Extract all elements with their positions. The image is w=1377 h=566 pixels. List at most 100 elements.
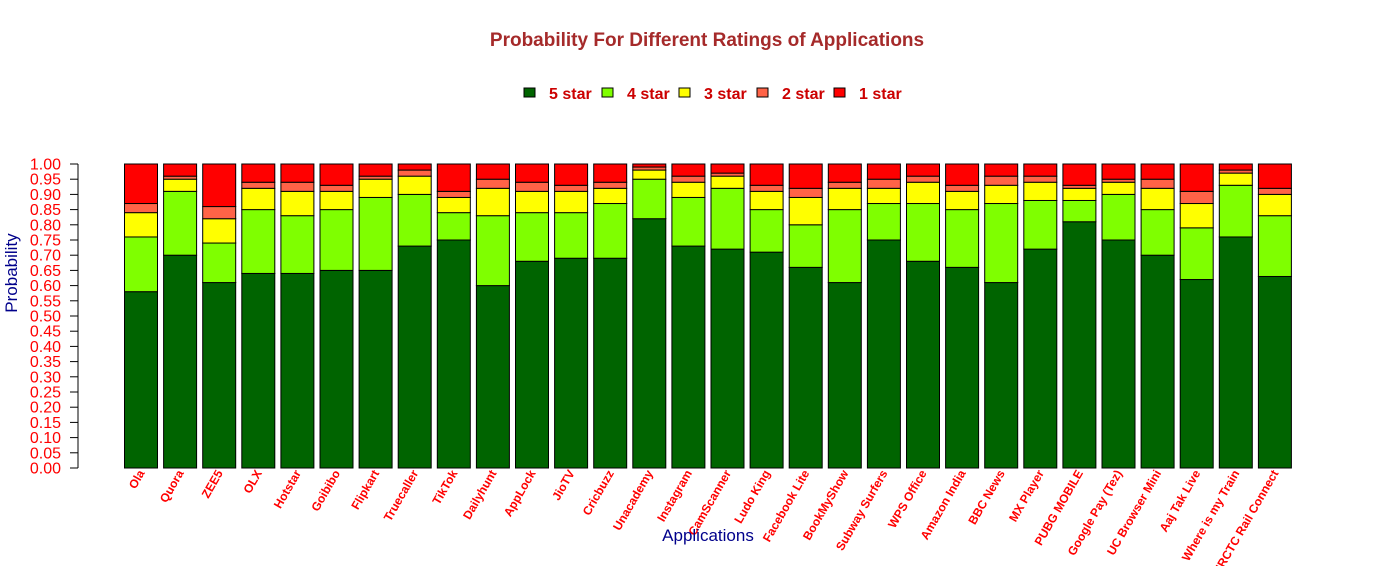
bar-segment-subway-surfers-5-star [866, 239, 901, 469]
bar-segment-jiotv-1-star [554, 163, 589, 186]
bar-segment-hotstar-2-star [280, 181, 315, 192]
bar-segment-instagram-3-star [671, 181, 706, 198]
bar-segment-zee5-4-star [202, 242, 237, 284]
bar-segment-where-is-my-train-3-star [1218, 172, 1253, 186]
bar-olx [241, 163, 276, 469]
bar-segment-ola-4-star [124, 236, 158, 293]
x-tick-label-hotstar: Hotstar [271, 467, 304, 511]
bar-segment-ola-3-star [124, 212, 158, 238]
x-tick-label-mx-player: MX Player [1006, 467, 1047, 524]
bar-segment-hotstar-1-star [280, 163, 315, 183]
bar-segment-aaj-tak-live-2-star [1179, 190, 1214, 205]
x-tick-label-flipkart: Flipkart [348, 467, 382, 512]
y-tick-label: 0.05 [30, 445, 61, 462]
bar-camscanner [710, 163, 745, 469]
bar-segment-wps-office-3-star [906, 181, 940, 205]
bar-segment-ludo-king-2-star [749, 184, 784, 192]
bar-segment-olx-5-star [241, 272, 276, 469]
bar-segment-goibibo-3-star [319, 190, 354, 211]
bar-segment-camscanner-5-star [710, 248, 745, 469]
bar-mx-player [1023, 163, 1058, 469]
plot-area [124, 163, 1292, 469]
bar-segment-flipkart-1-star [358, 163, 393, 177]
bar-segment-wps-office-5-star [906, 260, 940, 469]
bar-segment-uc-browser-mini-3-star [1140, 187, 1175, 211]
bar-segment-aaj-tak-live-3-star [1179, 203, 1214, 229]
chart-title: Probability For Different Ratings of App… [490, 30, 924, 51]
bar-segment-camscanner-1-star [710, 163, 745, 174]
bar-segment-quora-5-star [163, 254, 198, 469]
bar-segment-subway-surfers-3-star [866, 187, 901, 205]
bar-zee5 [202, 163, 237, 469]
bar-pubg-mobile [1062, 163, 1097, 469]
bar-segment-tiktok-5-star [436, 239, 471, 469]
x-tick-label-olx: OLX [240, 468, 264, 496]
bar-segment-facebook-lite-2-star [788, 187, 823, 198]
y-tick-label: 1.00 [30, 157, 61, 174]
bar-segment-mx-player-3-star [1023, 181, 1058, 201]
bar-segment-subway-surfers-2-star [866, 178, 901, 189]
bar-segment-facebook-lite-1-star [788, 163, 823, 189]
bar-jiotv [554, 163, 589, 469]
bar-segment-dailyhunt-3-star [475, 187, 510, 217]
bar-where-is-my-train [1218, 163, 1253, 469]
bar-segment-tiktok-1-star [436, 163, 471, 192]
bar-segment-facebook-lite-5-star [788, 266, 823, 469]
legend-label-1-star: 1 star [859, 86, 902, 103]
bar-segment-irctc-rail-connect-3-star [1257, 193, 1292, 217]
bar-segment-tiktok-4-star [436, 212, 471, 241]
bar-segment-camscanner-4-star [710, 187, 745, 250]
bar-segment-bookmyshow-5-star [827, 282, 862, 469]
y-tick-label: 0.15 [30, 415, 61, 432]
bar-segment-applock-2-star [515, 181, 549, 192]
bar-bbc-news [984, 163, 1019, 469]
bar-segment-ludo-king-5-star [749, 251, 784, 469]
x-tick-label-cricbuzz: Cricbuzz [580, 468, 617, 518]
bar-segment-camscanner-3-star [710, 175, 745, 189]
legend-swatch-3-star [678, 87, 691, 98]
bar-segment-aaj-tak-live-5-star [1179, 279, 1214, 469]
x-tick-label-applock: AppLock [501, 467, 539, 519]
legend-swatch-4-star [601, 87, 614, 98]
bar-cricbuzz [593, 163, 628, 469]
bar-segment-unacademy-4-star [632, 178, 667, 220]
y-axis: 0.000.050.100.150.200.250.300.350.400.45… [30, 157, 79, 478]
bar-irctc-rail-connect [1257, 163, 1292, 469]
bar-segment-wps-office-4-star [906, 203, 940, 262]
bar-segment-bbc-news-3-star [984, 184, 1019, 205]
bar-segment-amazon-india-2-star [945, 184, 980, 192]
bar-segment-pubg-mobile-1-star [1062, 163, 1097, 186]
bar-segment-wps-office-1-star [906, 163, 940, 177]
legend: 5 star 4 star 3 star 2 star 1 star [523, 86, 902, 103]
x-tick-label-goibibo: Goibibo [308, 468, 343, 514]
bar-segment-truecaller-4-star [397, 193, 432, 247]
y-tick-label: 0.25 [30, 385, 61, 402]
bar-applock [515, 163, 549, 469]
y-tick-label: 0.65 [30, 263, 61, 280]
bar-segment-zee5-5-star [202, 282, 237, 469]
bar-segment-goibibo-4-star [319, 209, 354, 271]
bar-segment-amazon-india-5-star [945, 266, 980, 469]
bar-segment-ludo-king-1-star [749, 163, 784, 186]
x-tick-label-jiotv: JioTV [549, 468, 577, 503]
bar-facebook-lite [788, 163, 823, 469]
legend-label-5-star: 5 star [549, 86, 592, 103]
bar-segment-pubg-mobile-3-star [1062, 187, 1097, 201]
bar-segment-quora-3-star [163, 178, 198, 192]
y-tick-label: 0.80 [30, 217, 61, 234]
bar-segment-jiotv-5-star [554, 257, 589, 469]
bar-segment-bbc-news-2-star [984, 175, 1019, 186]
bar-segment-zee5-1-star [202, 163, 237, 208]
bar-segment-google-pay-tez-3-star [1101, 181, 1136, 195]
x-tick-label-instagram: Instagram [654, 468, 695, 525]
bar-segment-cricbuzz-1-star [593, 163, 628, 183]
bar-segment-pubg-mobile-4-star [1062, 199, 1097, 223]
bar-segment-hotstar-5-star [280, 272, 315, 469]
x-tick-label-quora: Quora [157, 467, 187, 505]
bar-segment-bbc-news-1-star [984, 163, 1019, 177]
bar-segment-olx-1-star [241, 163, 276, 183]
bar-segment-truecaller-2-star [397, 169, 432, 177]
bar-segment-dailyhunt-2-star [475, 178, 510, 189]
bar-segment-flipkart-5-star [358, 269, 393, 469]
